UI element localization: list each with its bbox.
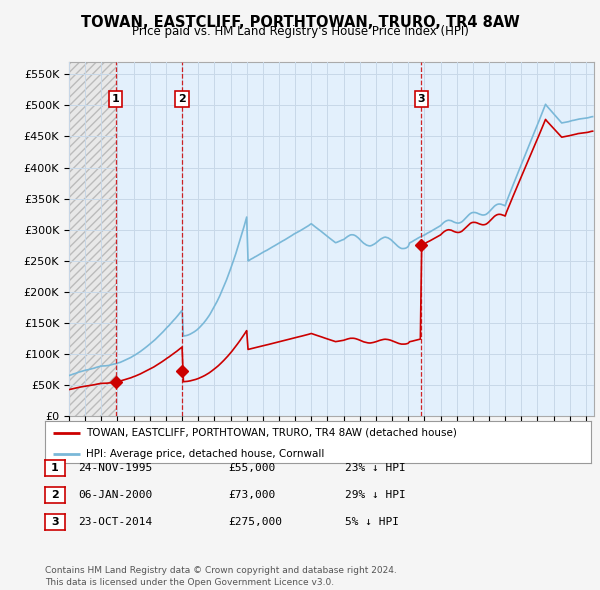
Text: 3: 3 xyxy=(51,517,59,527)
Text: 24-NOV-1995: 24-NOV-1995 xyxy=(78,463,152,473)
Text: HPI: Average price, detached house, Cornwall: HPI: Average price, detached house, Corn… xyxy=(86,449,325,459)
Text: 2: 2 xyxy=(178,94,186,104)
Text: £55,000: £55,000 xyxy=(228,463,275,473)
Text: TOWAN, EASTCLIFF, PORTHTOWAN, TRURO, TR4 8AW: TOWAN, EASTCLIFF, PORTHTOWAN, TRURO, TR4… xyxy=(80,15,520,30)
Text: TOWAN, EASTCLIFF, PORTHTOWAN, TRURO, TR4 8AW (detached house): TOWAN, EASTCLIFF, PORTHTOWAN, TRURO, TR4… xyxy=(86,428,457,438)
Bar xyxy=(421,62,594,416)
Bar xyxy=(116,62,182,416)
Text: £275,000: £275,000 xyxy=(228,517,282,527)
Text: 29% ↓ HPI: 29% ↓ HPI xyxy=(345,490,406,500)
Text: 5% ↓ HPI: 5% ↓ HPI xyxy=(345,517,399,527)
Bar xyxy=(69,62,116,416)
Text: Price paid vs. HM Land Registry's House Price Index (HPI): Price paid vs. HM Land Registry's House … xyxy=(131,25,469,38)
Text: 06-JAN-2000: 06-JAN-2000 xyxy=(78,490,152,500)
Text: 1: 1 xyxy=(112,94,120,104)
Text: Contains HM Land Registry data © Crown copyright and database right 2024.
This d: Contains HM Land Registry data © Crown c… xyxy=(45,566,397,587)
Text: £73,000: £73,000 xyxy=(228,490,275,500)
Bar xyxy=(182,62,421,416)
Text: 3: 3 xyxy=(418,94,425,104)
Text: 23% ↓ HPI: 23% ↓ HPI xyxy=(345,463,406,473)
Text: 1: 1 xyxy=(51,463,59,473)
Text: 23-OCT-2014: 23-OCT-2014 xyxy=(78,517,152,527)
Text: 2: 2 xyxy=(51,490,59,500)
